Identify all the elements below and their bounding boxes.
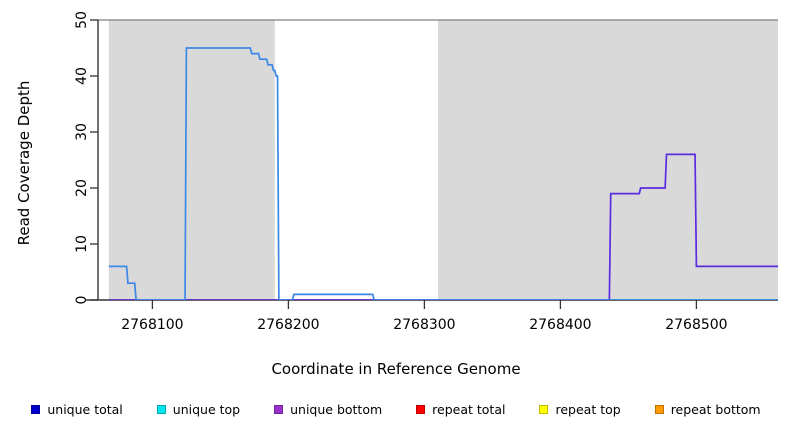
legend-swatch-unique-bottom — [274, 404, 284, 414]
repeat-region-right — [438, 20, 778, 300]
x-tick-label-2768300: 2768300 — [393, 317, 455, 333]
legend-label-repeat-total: repeat total — [432, 401, 506, 417]
series-group — [108, 47, 778, 300]
y-tick-label-20: 20 — [74, 179, 90, 197]
y-tick-label-30: 30 — [74, 123, 90, 141]
legend-swatch-unique-total — [31, 404, 41, 414]
x-axis-title: Coordinate in Reference Genome — [271, 360, 521, 378]
y-tick-label-40: 40 — [74, 67, 90, 85]
legend-label-unique-bottom: unique bottom — [290, 401, 383, 417]
y-tick-label-50: 50 — [74, 11, 90, 29]
x-tick-label-2768200: 2768200 — [257, 317, 319, 333]
legend-label-unique-total: unique total — [47, 401, 123, 417]
legend-swatch-repeat-bottom — [654, 404, 664, 414]
legend-label-unique-top: unique top — [172, 401, 241, 417]
y-axis-title: Read Coverage Depth — [15, 80, 33, 246]
x-tick-label-2768500: 2768500 — [665, 317, 727, 333]
x-tick-label-2768400: 2768400 — [529, 317, 591, 333]
y-tick-label-10: 10 — [74, 235, 90, 253]
legend-item-unique-top[interactable]: unique top — [156, 401, 241, 417]
y-tick-label-0: 0 — [74, 296, 90, 305]
legend-label-repeat-top: repeat top — [555, 401, 621, 417]
legend-item-repeat-top[interactable]: repeat top — [539, 401, 621, 417]
legend-item-unique-bottom[interactable]: unique bottom — [274, 402, 382, 417]
x-tick-label-2768100: 2768100 — [121, 317, 183, 333]
legend-swatch-unique-top — [156, 404, 166, 414]
legend-item-unique-total[interactable]: unique total — [31, 401, 123, 417]
chart-legend: unique total unique top unique bottom repea… — [0, 398, 792, 420]
series-unique-total — [108, 47, 778, 300]
repeat-region-left — [108, 20, 275, 300]
legend-swatch-repeat-total — [416, 404, 426, 414]
legend-label-repeat-bottom: repeat bottom — [670, 401, 761, 417]
legend-item-repeat-total[interactable]: repeat total — [416, 402, 505, 417]
legend-item-repeat-bottom[interactable]: repeat bottom — [654, 401, 761, 417]
series-unique-bottom — [108, 153, 778, 300]
legend-swatch-repeat-top — [539, 404, 549, 414]
